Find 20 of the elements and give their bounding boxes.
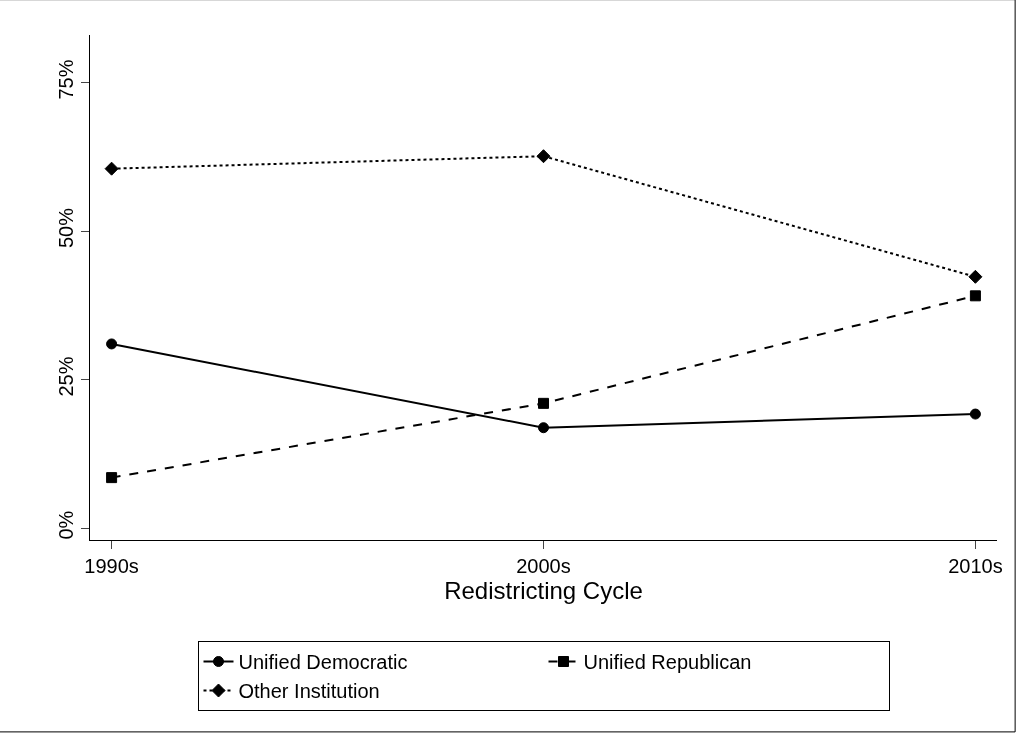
point: [104, 161, 119, 176]
legend-label: Unified Democratic: [238, 651, 408, 674]
point: [538, 422, 549, 434]
x-tick-label: 2010s: [948, 555, 1003, 577]
point: [969, 290, 981, 302]
x-axis-title: Redistricting Cycle: [444, 577, 643, 604]
y-tick-label: 25%: [55, 356, 77, 397]
legend-label: Other Institution: [238, 680, 380, 703]
x-tick-label: 2000s: [516, 555, 571, 577]
y-tick-label: 0%: [55, 510, 77, 540]
point: [968, 269, 983, 284]
point: [536, 149, 551, 164]
point: [969, 408, 981, 420]
point: [106, 472, 118, 484]
x-tick-label: 1990s: [84, 555, 139, 577]
y-tick-label: 75%: [55, 59, 77, 100]
point: [106, 338, 118, 350]
legend-label: Unified Republican: [583, 651, 752, 674]
point: [538, 397, 549, 409]
y-tick-label: 50%: [55, 207, 77, 249]
